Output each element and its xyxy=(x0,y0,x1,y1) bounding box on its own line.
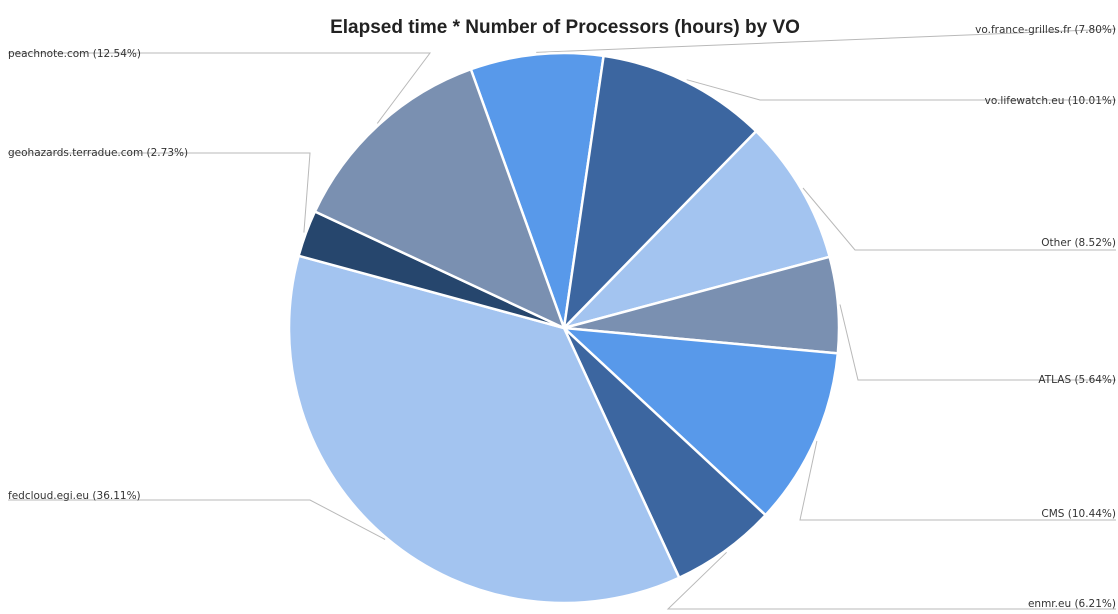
slice-label: enmr.eu (6.21%) xyxy=(1028,598,1116,610)
pie-slice xyxy=(562,54,758,330)
leader-line xyxy=(8,499,386,540)
pie-slice xyxy=(313,68,566,330)
slice-label: vo.lifewatch.eu (10.01%) xyxy=(985,95,1116,107)
leader-line xyxy=(802,187,1116,251)
leader-line xyxy=(536,28,1117,53)
pie-slice xyxy=(469,51,605,330)
pie-slice xyxy=(562,129,831,330)
leader-line xyxy=(799,440,1116,521)
slice-label: Other (8.52%) xyxy=(1041,237,1116,249)
pie-slice xyxy=(562,326,840,517)
slice-label: fedcloud.egi.eu (36.11%) xyxy=(8,490,141,502)
slice-label: geohazards.terradue.com (2.73%) xyxy=(8,147,188,159)
chart-title: Elapsed time * Number of Processors (hou… xyxy=(330,17,800,38)
leader-line xyxy=(8,152,311,233)
leader-line xyxy=(8,52,431,124)
slice-label: ATLAS (5.64%) xyxy=(1038,374,1116,386)
slice-label: CMS (10.44%) xyxy=(1041,508,1116,520)
leader-line xyxy=(666,551,1116,610)
pie-slices xyxy=(287,51,841,605)
leader-lines xyxy=(8,28,1117,610)
slice-labels: vo.france-grilles.fr (7.80%) vo.lifewatch… xyxy=(8,24,1116,610)
pie-slice xyxy=(287,254,681,605)
slice-label: peachnote.com (12.54%) xyxy=(8,48,141,60)
leader-line xyxy=(839,304,1116,381)
slice-label: vo.france-grilles.fr (7.80%) xyxy=(975,24,1116,36)
leader-line xyxy=(686,79,1116,101)
